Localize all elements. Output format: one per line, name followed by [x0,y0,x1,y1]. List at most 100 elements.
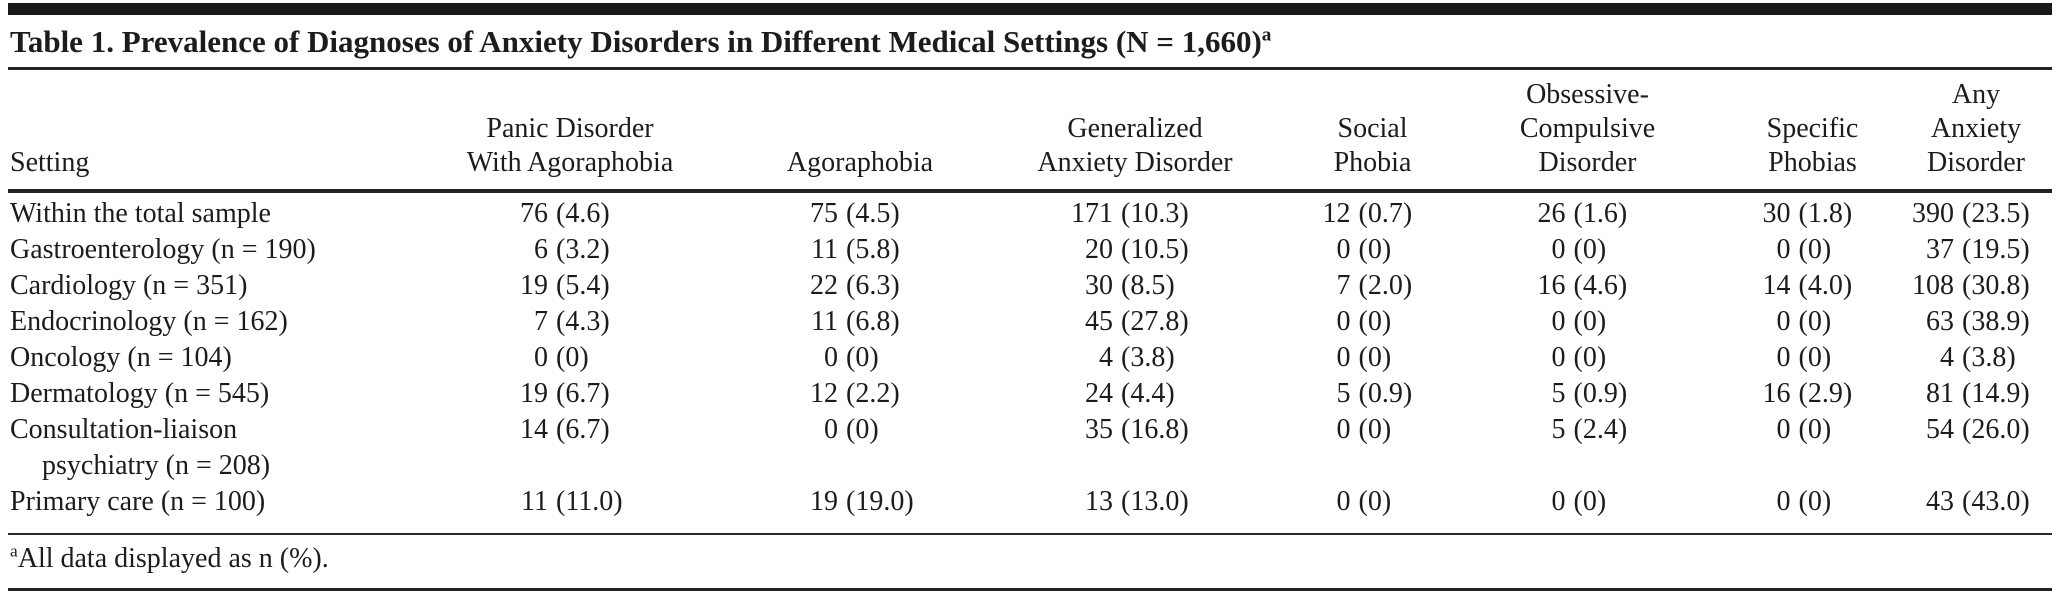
percent-value: (0) [1798,306,1832,337]
count-value: 22 [810,270,838,301]
count-value: 7 [1336,270,1351,301]
count-value: 12 [810,378,838,409]
n-percent-value: 7 (4.3) [502,304,638,340]
n-percent-value: 0 (0) [1305,484,1441,520]
n-percent-value: 14 (6.7) [502,412,638,448]
n-percent-value: 43 (43.0) [1908,484,2044,520]
percent-value: (16.8) [1121,414,1189,445]
count-value: 0 [1551,306,1566,337]
count-value: 7 [534,306,548,337]
value-cell: 16 (2.9) [1725,376,1900,412]
n-percent-value: 19 (19.0) [792,484,928,520]
count-value: 0 [1336,486,1351,517]
count-value: 0 [824,342,838,373]
value-cell: 4 (3.8) [975,340,1295,376]
setting-label-line: psychiatry (n = 208) [42,450,271,481]
count-value: 13 [1085,486,1113,517]
value-cell: 81 (14.9) [1900,376,2052,412]
percent-value: (0) [1798,234,1832,265]
n-percent-value: 24 (4.4) [1067,376,1203,412]
n-percent-value: 0 (0) [1745,340,1881,376]
count-value: 43 [1926,486,1954,517]
value-cell: 12 (0.7) [1295,191,1450,232]
percent-value: (5.8) [846,234,900,265]
percent-value: (4.4) [1121,378,1175,409]
setting-label-line: Oncology (n = 104) [10,342,232,373]
count-value: 0 [1776,414,1791,445]
column-header-line: With Agoraphobia [466,147,674,178]
n-percent-value: 22 (6.3) [792,268,928,304]
column-header-line: Disorder [1538,147,1637,178]
prevalence-table: Setting Panic Disorder With Agoraphobia Ago… [8,70,2052,533]
n-percent-value: 30 (8.5) [1067,268,1203,304]
value-cell: 63 (38.9) [1900,304,2052,340]
column-header-social-phobia: Social Phobia [1295,70,1450,193]
n-percent-value: 0 (0) [792,340,928,376]
n-percent-value: 171 (10.3) [1067,196,1203,232]
n-percent-value: 63 (38.9) [1908,304,2044,340]
n-percent-value: 0 (0) [1520,304,1656,340]
count-value: 5 [1551,378,1566,409]
percent-value: (0) [1573,342,1607,373]
percent-value: (1.6) [1573,198,1628,229]
percent-value: (19.0) [846,486,914,517]
count-value: 11 [811,234,838,265]
column-header-any-anxiety-disorder: Any Anxiety Disorder [1900,70,2052,193]
percent-value: (0) [1573,234,1607,265]
count-value: 4 [1099,342,1113,373]
count-value: 16 [1537,270,1566,301]
value-cell: 0 (0) [1450,232,1725,268]
count-value: 14 [1762,270,1791,301]
count-value: 0 [534,342,548,373]
setting-cell: Within the total sample [8,191,395,232]
percent-value: (19.5) [1962,234,2030,265]
count-value: 5 [1551,414,1566,445]
table-row: Cardiology (n = 351) 19 (5.4) 22 (6.3) 30 (8.5… [8,268,2052,304]
count-value: 0 [1336,234,1351,265]
value-cell: 35 (16.8) [975,412,1295,484]
count-value: 171 [1071,198,1113,229]
count-value: 30 [1085,270,1113,301]
n-percent-value: 12 (2.2) [792,376,928,412]
percent-value: (0) [846,414,879,445]
value-cell: 0 (0) [1450,340,1725,376]
n-percent-value: 11 (11.0) [502,484,638,520]
count-value: 0 [1336,414,1351,445]
count-value: 108 [1912,270,1954,301]
table-row: Dermatology (n = 545) 19 (6.7) 12 (2.2) 24 (4.… [8,376,2052,412]
n-percent-value: 11 (6.8) [792,304,928,340]
column-header-line: Phobias [1768,147,1857,178]
column-header-obsessive-compulsive-disorder: Obsessive- Compulsive Disorder [1450,70,1725,193]
n-percent-value: 76 (4.6) [502,196,638,232]
n-percent-value: 4 (3.8) [1908,340,2044,376]
n-percent-value: 16 (2.9) [1745,376,1881,412]
value-cell: 108 (30.8) [1900,268,2052,304]
percent-value: (3.8) [1121,342,1175,373]
value-cell: 30 (1.8) [1725,191,1900,232]
setting-cell: Primary care (n = 100) [8,484,395,533]
percent-value: (2.9) [1798,378,1853,409]
count-value: 11 [811,306,838,337]
count-value: 54 [1926,414,1954,445]
percent-value: (38.9) [1962,306,2030,337]
n-percent-value: 14 (4.0) [1745,268,1881,304]
count-value: 0 [1336,342,1351,373]
value-cell: 7 (2.0) [1295,268,1450,304]
n-percent-value: 108 (30.8) [1908,268,2044,304]
table-row: Within the total sample 76 (4.6) 75 (4.5) 171… [8,191,2052,232]
value-cell: 19 (5.4) [395,268,745,304]
percent-value: (4.3) [556,306,610,337]
percent-value: (0) [1358,414,1392,445]
count-value: 0 [824,414,838,445]
value-cell: 14 (4.0) [1725,268,1900,304]
value-cell: 0 (0) [1725,484,1900,533]
column-header-generalized-anxiety-disorder: Generalized Anxiety Disorder [975,70,1295,193]
n-percent-value: 75 (4.5) [792,196,928,232]
n-percent-value: 7 (2.0) [1305,268,1441,304]
n-percent-value: 0 (0) [1745,484,1881,520]
percent-value: (23.5) [1962,198,2030,229]
n-percent-value: 0 (0) [1305,412,1441,448]
value-cell: 390 (23.5) [1900,191,2052,232]
setting-cell: Consultation-liaison psychiatry (n = 208) [8,412,395,484]
count-value: 0 [1551,342,1566,373]
